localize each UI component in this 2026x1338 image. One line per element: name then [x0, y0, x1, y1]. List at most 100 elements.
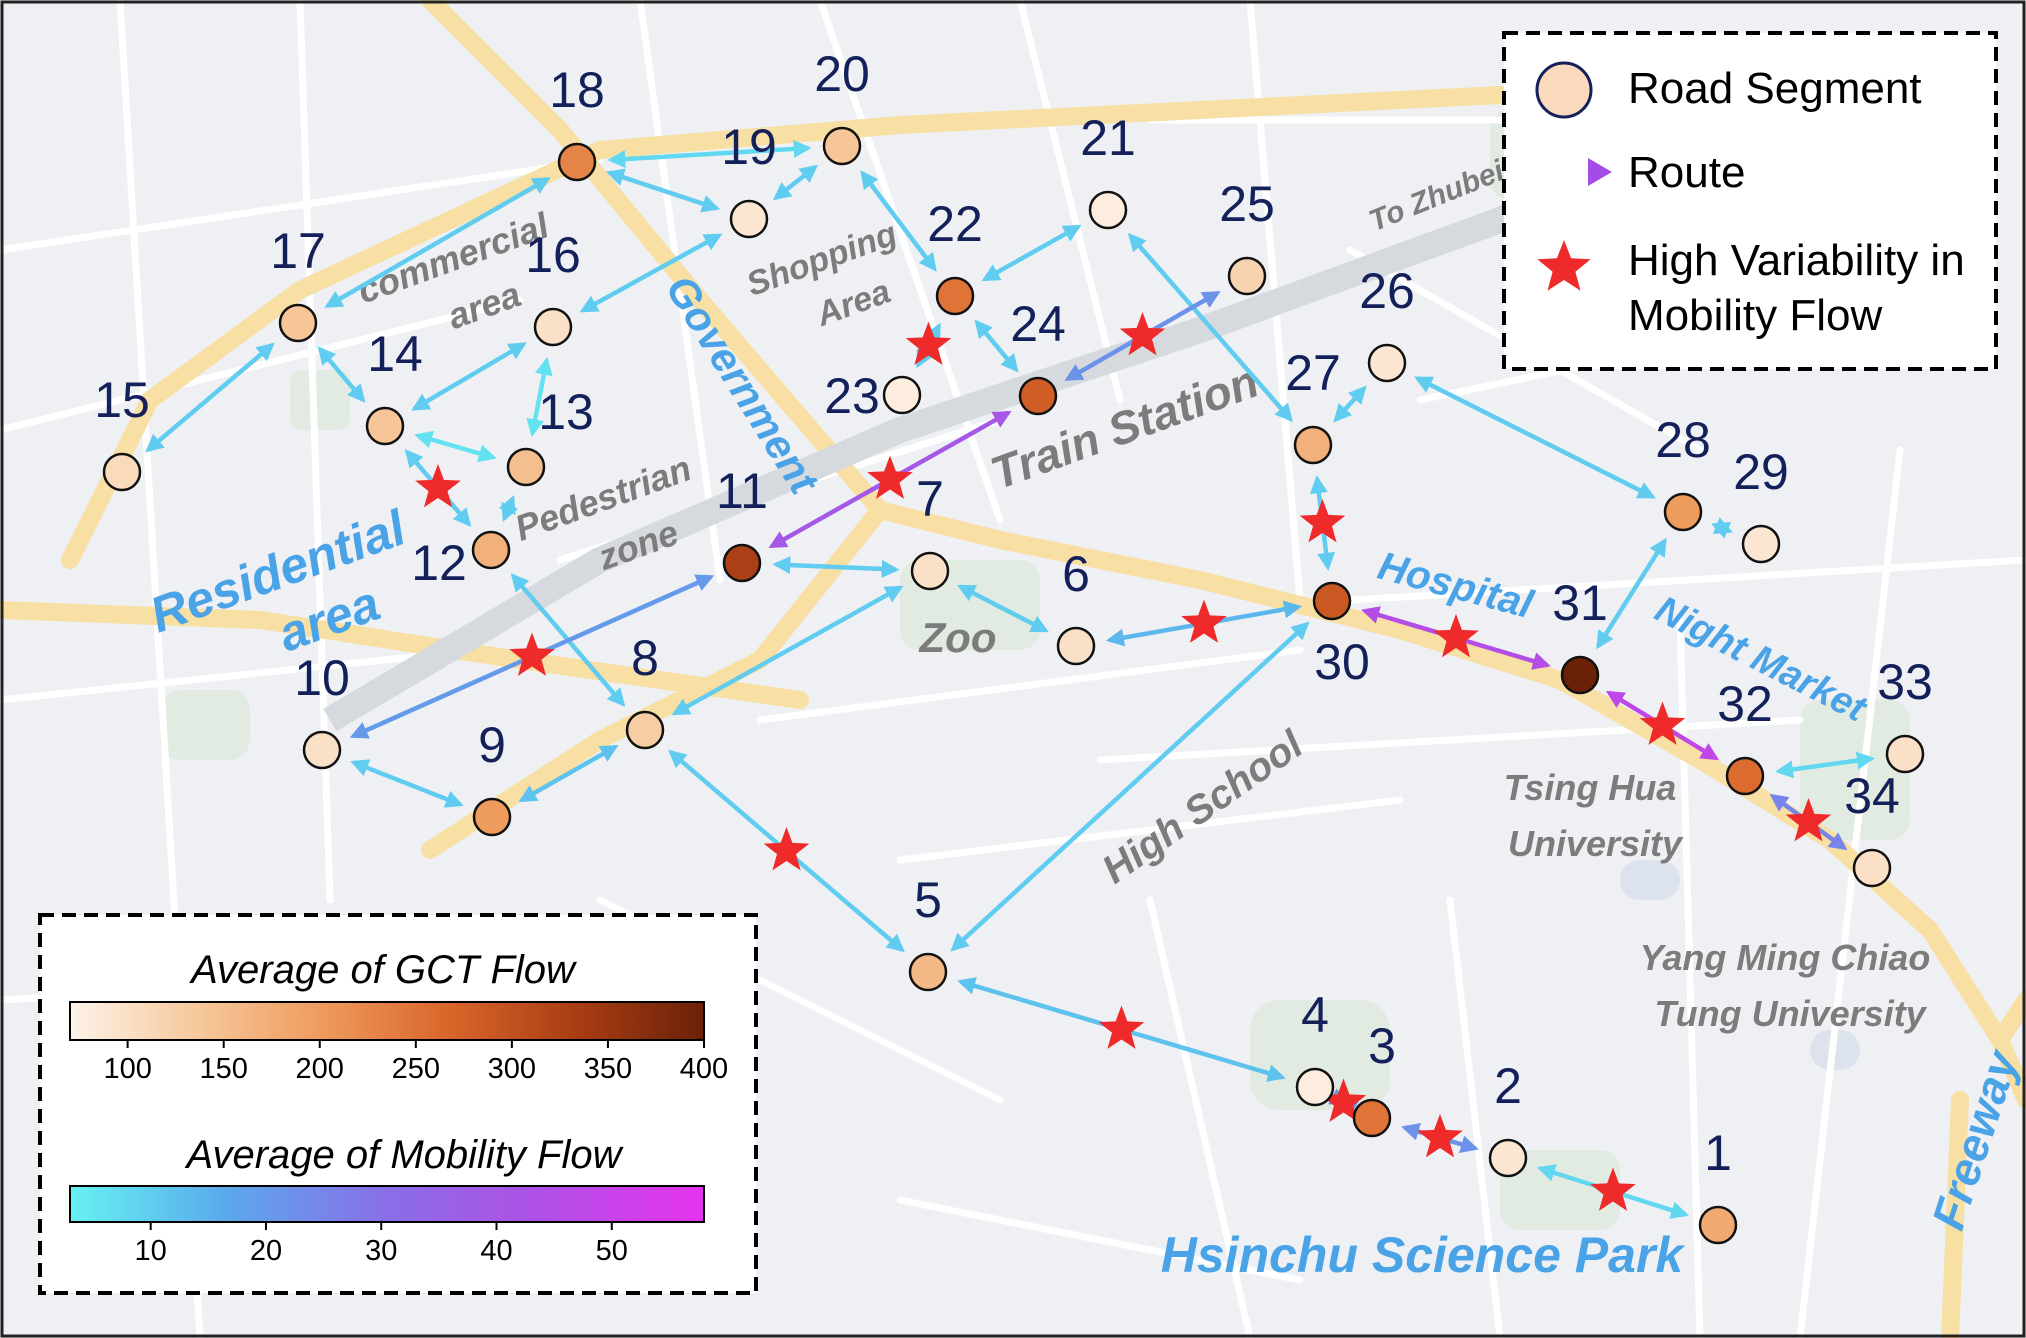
road-segment-29[interactable]	[1741, 524, 1781, 564]
road-segment-30[interactable]	[1312, 581, 1352, 621]
road-segment-label-16: 16	[525, 227, 581, 283]
route-13-16	[526, 356, 553, 438]
high-variability-star-1-2	[1590, 1167, 1636, 1211]
place-label-science-park: Hsinchu Science Park	[1161, 1227, 1686, 1283]
road-segment-24[interactable]	[1018, 376, 1058, 416]
road-segment-33[interactable]	[1885, 734, 1925, 774]
legend-star-icon	[1537, 240, 1591, 291]
high-variability-star-2-3	[1417, 1114, 1463, 1158]
route-5-30	[950, 621, 1310, 952]
road-segment-1[interactable]	[1698, 1205, 1738, 1245]
legend-route-label: Route	[1628, 148, 1745, 197]
route-20-22	[860, 170, 937, 272]
road-segment-17[interactable]	[278, 303, 318, 343]
road-segment-3[interactable]	[1352, 1098, 1392, 1138]
high-variability-star-32-34	[1785, 798, 1832, 842]
route-18-20	[607, 139, 812, 169]
colorbar-tick-label: 30	[365, 1235, 397, 1267]
route-19-20	[772, 164, 819, 201]
place-label-tsing-hua: Tsing Hua University	[1504, 767, 1687, 864]
mobility-colorbar	[69, 1185, 705, 1223]
route-16-19	[579, 233, 723, 313]
road-segments: 1234567891011121314151617181920212223242…	[94, 46, 1933, 1245]
road-segment-label-27: 27	[1285, 345, 1341, 401]
road-segment-22[interactable]	[935, 276, 975, 316]
place-label-zoo: Zoo	[919, 614, 997, 661]
road-segment-label-31: 31	[1552, 575, 1608, 631]
road-segment-23[interactable]	[882, 375, 922, 415]
road-segment-label-12: 12	[411, 535, 467, 591]
route-6-7	[957, 584, 1049, 633]
route-18-19	[605, 168, 721, 213]
road-segment-19[interactable]	[729, 199, 769, 239]
route-7-11	[772, 556, 900, 578]
road-segment-label-28: 28	[1655, 412, 1711, 468]
road-segment-label-14: 14	[367, 326, 423, 382]
road-segment-10[interactable]	[302, 730, 342, 770]
road-segment-label-18: 18	[549, 62, 605, 118]
road-segment-21[interactable]	[1088, 190, 1128, 230]
road-segment-8[interactable]	[625, 710, 665, 750]
gct-colorbar	[69, 1001, 705, 1041]
legend-road-segment-label: Road Segment	[1628, 64, 1922, 113]
road-segment-5[interactable]	[908, 952, 948, 992]
road-segment-label-9: 9	[478, 717, 506, 773]
high-variability-star-27-30	[1299, 499, 1346, 543]
road-segment-26[interactable]	[1367, 343, 1407, 383]
route-8-9	[518, 744, 619, 803]
road-segment-label-24: 24	[1010, 296, 1066, 352]
gct-colorbar-ticks: 100 150 200 250 300 350 400	[103, 1040, 728, 1085]
road-segment-4[interactable]	[1295, 1067, 1335, 1107]
route-28-31	[1596, 537, 1667, 650]
road-segment-label-34: 34	[1844, 768, 1900, 824]
road-segment-14[interactable]	[365, 406, 405, 446]
road-segment-6[interactable]	[1056, 626, 1096, 666]
road-segment-32[interactable]	[1725, 756, 1765, 796]
high-variability-star-10-11	[509, 632, 555, 676]
route-15-17	[145, 342, 275, 453]
colorbar-tick-label: 150	[200, 1053, 248, 1085]
road-segment-label-13: 13	[538, 384, 594, 440]
road-segment-31[interactable]	[1560, 655, 1600, 695]
road-segment-18[interactable]	[557, 142, 597, 182]
road-segment-label-2: 2	[1494, 1058, 1522, 1114]
colorbar-tick-label: 50	[596, 1235, 628, 1267]
colorbar-tick-label: 350	[584, 1053, 632, 1085]
road-segment-label-29: 29	[1733, 444, 1789, 500]
legend-road-segment-icon	[1535, 61, 1593, 119]
road-segment-label-6: 6	[1062, 546, 1090, 602]
road-segment-15[interactable]	[102, 452, 142, 492]
high-variability-star-6-30	[1181, 599, 1227, 643]
road-segment-2[interactable]	[1488, 1138, 1528, 1178]
high-variability-star-30-31	[1433, 614, 1479, 658]
road-segment-label-21: 21	[1080, 110, 1136, 166]
road-segment-label-17: 17	[270, 223, 326, 279]
high-variability-star-24-25	[1119, 312, 1166, 356]
road-segment-11[interactable]	[722, 543, 762, 583]
road-segment-27[interactable]	[1293, 425, 1333, 465]
high-variability-markers	[415, 312, 1832, 1211]
road-segment-label-11: 11	[716, 463, 768, 519]
road-segment-12[interactable]	[471, 530, 511, 570]
road-segment-25[interactable]	[1227, 256, 1267, 296]
route-14-16	[411, 342, 527, 411]
road-segment-label-30: 30	[1314, 634, 1370, 690]
route-28-29	[1711, 517, 1733, 539]
place-label-yang-ming: Yang Ming Chiao Tung University	[1640, 937, 1941, 1034]
mobility-colorbar-ticks: 10 20 30 40 50	[135, 1222, 628, 1267]
road-segment-34[interactable]	[1852, 848, 1892, 888]
road-segment-9[interactable]	[472, 797, 512, 837]
route-13-14	[414, 430, 497, 463]
road-segment-label-32: 32	[1717, 676, 1773, 732]
road-segment-13[interactable]	[506, 447, 546, 487]
gct-colorbar-title: Average of GCT Flow	[189, 948, 578, 992]
colorbar-legend-box	[38, 913, 758, 1295]
road-segment-28[interactable]	[1663, 492, 1703, 532]
road-segment-7[interactable]	[910, 551, 950, 591]
high-variability-star-12-14	[415, 464, 461, 508]
route-17-18	[324, 177, 551, 308]
route-22-24	[974, 319, 1019, 373]
road-segment-20[interactable]	[822, 126, 862, 166]
road-segment-16[interactable]	[533, 307, 573, 347]
